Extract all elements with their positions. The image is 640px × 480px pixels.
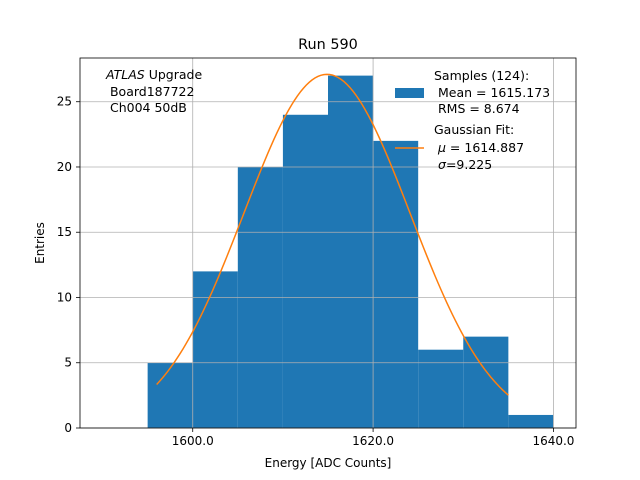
annotation-upgrade: Upgrade [145,67,203,82]
legend-samples-title: Samples (124): [434,68,529,83]
legend: Samples (124): Mean = 1615.173 RMS = 8.6… [395,68,550,172]
legend-samples-rms: RMS = 8.674 [434,101,520,116]
legend-samples-mean: Mean = 1615.173 [434,85,550,100]
legend-mu-symbol: μ [437,140,446,155]
x-tick-label: 1600.0 [172,434,214,448]
x-tick-label: 1620.0 [352,434,394,448]
legend-fit-title: Gaussian Fit: [434,122,514,137]
legend-fit-mu: μ = 1614.887 [437,140,524,155]
annotation-line-1: ATLAS Upgrade [105,67,202,82]
histogram-bar [192,271,238,428]
y-tick-label: 25 [57,95,72,109]
annotation-channel: Ch004 50dB [106,100,187,115]
histogram-bar [508,414,554,428]
legend-mu-value: = 1614.887 [446,140,524,155]
y-axis-label: Entries [33,222,47,264]
x-axis-label: Energy [ADC Counts] [265,456,392,470]
histogram-bar [463,336,509,428]
chart-title: Run 590 [298,37,358,53]
y-tick-label: 5 [64,356,72,370]
legend-sigma-symbol: σ [438,157,447,172]
legend-sigma-value: =9.225 [446,157,492,172]
legend-samples-swatch [395,88,424,98]
y-tick-label: 15 [57,225,72,239]
histogram-bar [373,140,419,428]
histogram-bar [328,75,374,428]
y-tick-label: 0 [64,421,72,435]
annotation-atlas: ATLAS [105,67,145,82]
atlas-annotation: ATLAS Upgrade Board187722 Ch004 50dB [105,67,202,115]
y-tick-label: 10 [57,290,72,304]
annotation-board: Board187722 [106,84,194,99]
histogram-bar [282,114,328,428]
plot-frame [79,57,577,429]
y-axis-ticks: 0 5 10 15 20 25 [57,95,80,435]
gaussian-fit-curve [156,73,509,396]
x-axis-ticks: 1600.0 1620.0 1640.0 [172,428,574,448]
histogram-bar [147,362,193,428]
legend-fit-sigma: σ=9.225 [438,157,492,172]
x-tick-label: 1640.0 [532,434,574,448]
y-tick-label: 20 [57,160,72,174]
histogram-bars [147,75,554,429]
histogram-bar [418,349,464,428]
